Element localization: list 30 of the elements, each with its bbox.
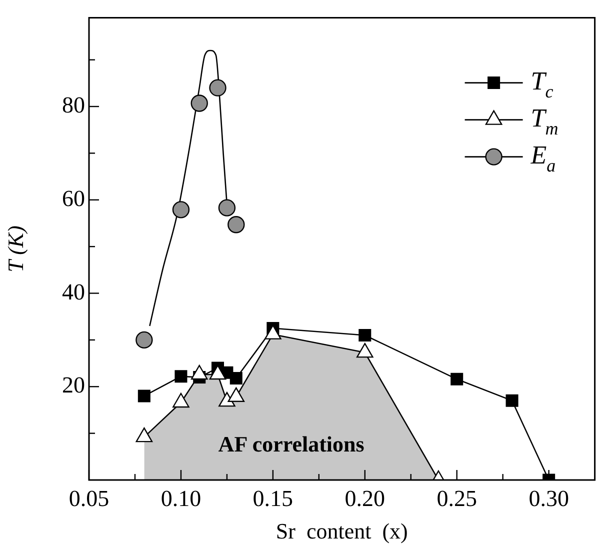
- point: [174, 370, 188, 383]
- point: [218, 199, 236, 216]
- point: [228, 387, 245, 402]
- y-tick-label: 60: [62, 186, 85, 211]
- y-tick-label: 80: [62, 92, 85, 118]
- x-tick-label: 0.10: [160, 486, 202, 511]
- point: [138, 390, 150, 402]
- x-tick-label: 0.30: [528, 486, 569, 511]
- point: [190, 364, 208, 380]
- point: [136, 427, 153, 442]
- point: [172, 201, 190, 218]
- point: [450, 372, 464, 386]
- y-tick-label: 20: [62, 372, 85, 398]
- point: [172, 392, 190, 408]
- point: [358, 329, 372, 342]
- y-tick-label: 40: [62, 279, 85, 304]
- point: [230, 372, 242, 384]
- x-axis-title: Sr content (x): [276, 518, 408, 544]
- point: [228, 216, 245, 234]
- point: [209, 364, 226, 380]
- point: [506, 394, 518, 407]
- point: [136, 331, 153, 349]
- x-tick-label: 0.25: [436, 486, 477, 511]
- x-tick-label: 0.05: [68, 486, 110, 511]
- annotation: AF correlations: [218, 432, 365, 457]
- point: [209, 79, 226, 96]
- x-tick-label: 0.20: [344, 486, 386, 511]
- x-tick-label: 0.15: [252, 486, 294, 511]
- point: [190, 94, 208, 112]
- y-axis-title: T (K): [2, 226, 28, 272]
